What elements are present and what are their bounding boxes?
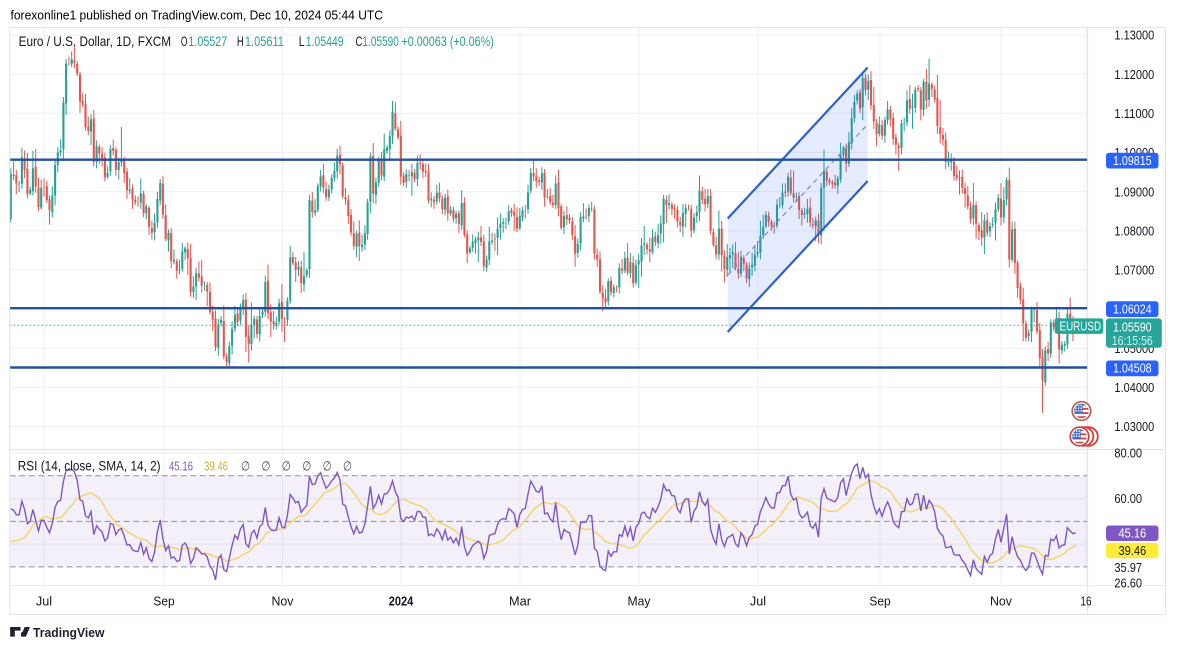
svg-text:Sep: Sep (153, 595, 174, 609)
svg-text:RSI (14, close, SMA, 14, 2): RSI (14, close, SMA, 14, 2) (18, 457, 161, 473)
svg-text:35.97: 35.97 (1114, 560, 1142, 575)
svg-text:O: O (181, 33, 188, 49)
svg-text:60.00: 60.00 (1114, 491, 1142, 506)
svg-text:1.07000: 1.07000 (1114, 263, 1154, 278)
svg-text:∅: ∅ (241, 458, 250, 473)
svg-text:1.09815: 1.09815 (1113, 153, 1152, 168)
svg-text:May: May (628, 595, 652, 609)
svg-text:Euro / U.S. Dollar, 1D, FXCM: Euro / U.S. Dollar, 1D, FXCM (19, 33, 172, 49)
svg-text:L: L (299, 33, 305, 49)
svg-text:EURUSD: EURUSD (1060, 319, 1102, 333)
svg-text:Sep: Sep (869, 595, 890, 609)
svg-text:16: 16 (1080, 595, 1091, 609)
svg-text:Mar: Mar (509, 595, 531, 609)
svg-text:26.60: 26.60 (1114, 575, 1142, 590)
svg-text:80.00: 80.00 (1114, 446, 1142, 461)
svg-text:39.46: 39.46 (204, 458, 228, 473)
svg-text:Jul: Jul (750, 595, 766, 609)
svg-text:∅: ∅ (302, 458, 311, 473)
svg-text:45.16: 45.16 (169, 458, 193, 473)
svg-text:1.04000: 1.04000 (1114, 380, 1154, 395)
svg-text:39.46: 39.46 (1118, 543, 1146, 558)
svg-text:1.03000: 1.03000 (1114, 419, 1154, 434)
svg-text:45.16: 45.16 (1118, 526, 1146, 541)
svg-text:1.12000: 1.12000 (1114, 67, 1154, 82)
svg-text:16:15:56: 16:15:56 (1112, 334, 1153, 348)
svg-text:1.09000: 1.09000 (1114, 184, 1154, 199)
svg-text:+0.00063 (+0.06%): +0.00063 (+0.06%) (401, 33, 493, 49)
svg-text:2024: 2024 (389, 595, 414, 609)
svg-text:forexonline1 published on Trad: forexonline1 published on TradingView.co… (11, 8, 384, 23)
svg-text:1.05590: 1.05590 (362, 33, 399, 49)
svg-text:1.05590: 1.05590 (1113, 319, 1152, 334)
svg-text:C: C (356, 33, 363, 49)
svg-text:∅: ∅ (282, 458, 291, 473)
svg-text:1.11000: 1.11000 (1114, 106, 1154, 121)
svg-text:1.08000: 1.08000 (1114, 223, 1154, 238)
svg-text:TradingView: TradingView (33, 625, 105, 640)
svg-text:Jul: Jul (36, 595, 52, 609)
svg-text:H: H (237, 33, 244, 49)
svg-text:1.13000: 1.13000 (1114, 28, 1154, 43)
svg-text:∅: ∅ (343, 458, 352, 473)
svg-text:1.05527: 1.05527 (188, 33, 227, 49)
svg-text:1.04508: 1.04508 (1113, 361, 1152, 376)
svg-text:1.05449: 1.05449 (306, 33, 344, 49)
svg-text:Nov: Nov (990, 595, 1013, 609)
svg-text:Nov: Nov (272, 595, 295, 609)
svg-text:∅: ∅ (323, 458, 332, 473)
svg-text:1.06024: 1.06024 (1113, 301, 1152, 316)
svg-text:1.05611: 1.05611 (245, 33, 284, 49)
svg-text:∅: ∅ (261, 458, 270, 473)
